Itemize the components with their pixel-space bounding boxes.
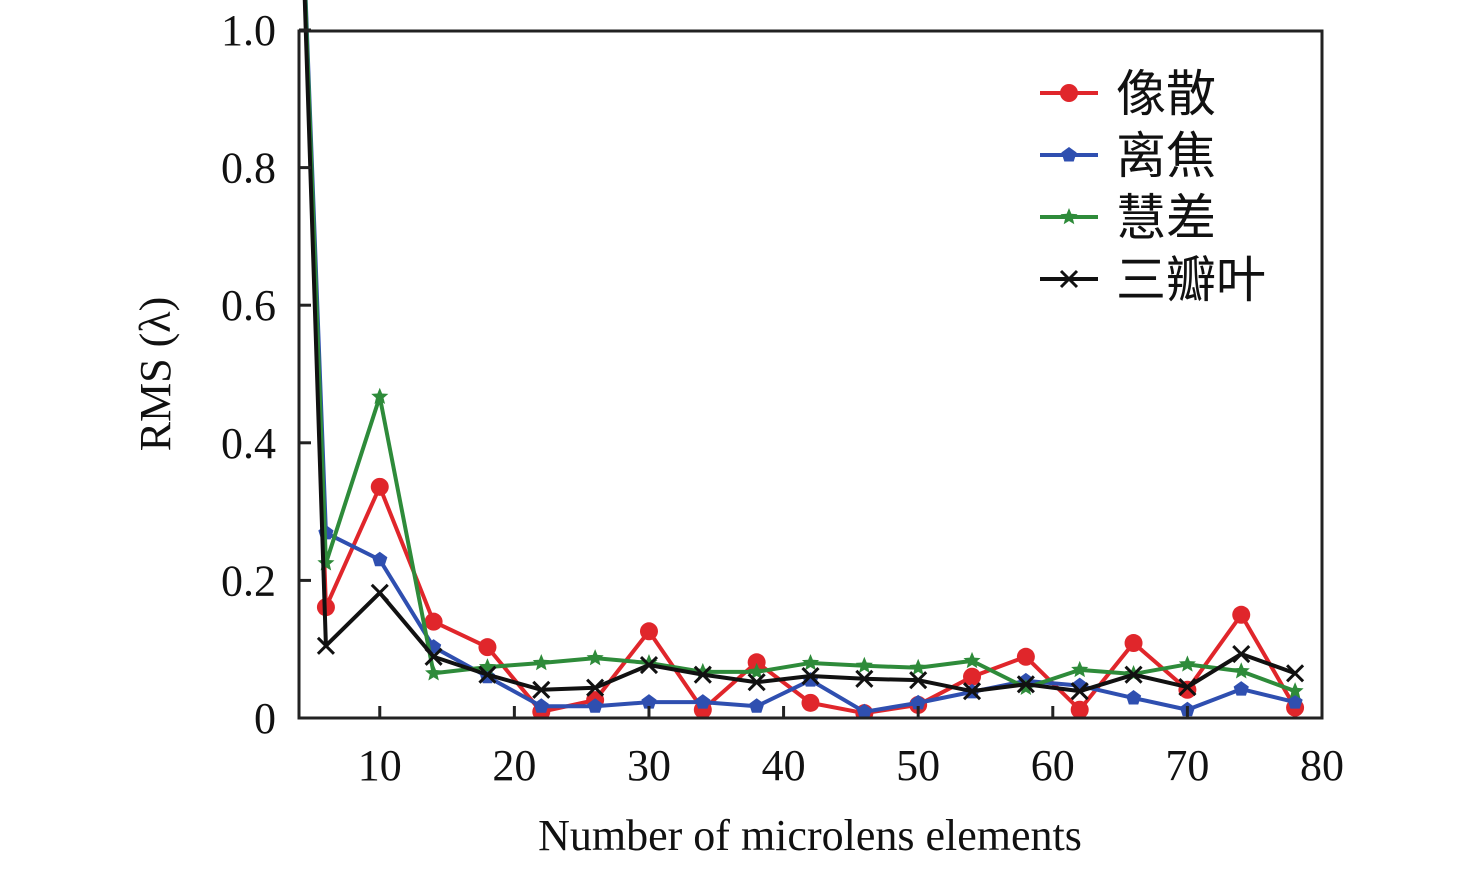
series-layer: [302, 0, 1305, 719]
data-point: [909, 671, 928, 690]
data-point: [801, 693, 820, 712]
data-point: [801, 653, 820, 671]
data-point: [1070, 682, 1089, 701]
legend-marker: [1059, 269, 1079, 289]
data-point: [1286, 664, 1305, 683]
data-point: [1178, 677, 1197, 697]
series-line: [303, 0, 1297, 716]
data-point: [695, 694, 711, 709]
x-tick-label: 40: [762, 741, 806, 790]
data-point: [587, 698, 603, 713]
data-point: [855, 656, 873, 673]
data-point: [370, 583, 389, 602]
data-point: [1286, 682, 1304, 699]
series-line: [303, 0, 1296, 714]
y-tick-label: 1.0: [221, 6, 276, 55]
data-point: [749, 698, 765, 713]
data-point: [639, 622, 658, 641]
x-tick-label: 30: [627, 741, 671, 790]
legend-item: 像散: [1040, 65, 1216, 123]
data-point: [478, 665, 497, 684]
x-tick-label: 50: [896, 741, 940, 790]
data-point: [1232, 662, 1250, 679]
data-point: [586, 649, 604, 666]
data-point: [855, 669, 874, 688]
data-point: [962, 682, 982, 701]
series-1: [303, 0, 1305, 719]
data-point: [963, 651, 981, 669]
legend-label: 像散: [1116, 65, 1216, 123]
data-point: [424, 647, 443, 666]
data-point: [1016, 647, 1035, 666]
x-tick-label: 10: [358, 741, 402, 790]
x-tick-label: 80: [1300, 741, 1344, 790]
y-tick-label: 0.6: [221, 281, 276, 330]
data-point: [371, 387, 389, 404]
series-line: [302, 0, 1296, 694]
data-point: [747, 673, 766, 692]
data-point: [1287, 694, 1303, 709]
legend-item: 离焦: [1040, 127, 1216, 185]
data-point: [909, 658, 927, 676]
legend-label: 慧差: [1116, 189, 1216, 247]
series-4: [302, 0, 1305, 701]
x-tick-label: 20: [492, 741, 536, 790]
data-point: [533, 698, 549, 713]
plot-frame: [297, 29, 1324, 720]
legend-label: 三瓣叶: [1116, 251, 1266, 309]
legend-item: 慧差: [1040, 189, 1216, 247]
data-point: [532, 653, 550, 671]
data-point: [693, 665, 712, 684]
data-point: [639, 655, 659, 675]
legend-marker: [1060, 208, 1078, 225]
data-point: [1125, 690, 1142, 705]
y-tick-label: 0.2: [221, 556, 276, 605]
y-tick-label: 0.4: [221, 419, 276, 468]
axes-layer: 10 20 30 40 50 60 70 80 0 0.2 0.4 0.6 0.8 1.0: [221, 6, 1344, 790]
data-point: [1016, 675, 1035, 694]
data-point: [1232, 644, 1251, 664]
data-point: [586, 678, 605, 697]
data-point: [1233, 681, 1249, 696]
data-point: [316, 636, 335, 655]
data-point: [856, 703, 872, 719]
data-point: [372, 551, 388, 567]
x-tick-label: 60: [1031, 741, 1075, 790]
data-point: [532, 680, 551, 699]
data-point: [1070, 700, 1089, 719]
data-point: [478, 638, 497, 657]
data-point: [748, 662, 766, 680]
y-tick-label: 0.8: [221, 144, 276, 193]
data-point: [747, 653, 766, 672]
series-line: [303, 0, 1296, 694]
data-point: [910, 694, 926, 710]
data-point: [1124, 634, 1143, 653]
legend-marker: [1061, 147, 1077, 162]
legend-marker: [1060, 84, 1078, 102]
data-point: [963, 667, 982, 686]
x-axis-label: Number of microlens elements: [538, 811, 1082, 860]
y-axis-label: RMS (λ): [131, 297, 180, 452]
data-point: [425, 664, 443, 681]
data-point: [1071, 660, 1089, 678]
data-point: [1232, 605, 1251, 624]
data-point: [1124, 665, 1143, 684]
data-point: [1017, 678, 1035, 696]
data-point: [801, 666, 820, 686]
data-point: [641, 694, 657, 709]
x-tick-label: 70: [1165, 741, 1209, 790]
data-point: [1178, 655, 1196, 672]
data-point: [370, 477, 389, 496]
y-tick-label: 0: [254, 694, 276, 743]
legend-label: 离焦: [1116, 127, 1216, 185]
legend-item: 三瓣叶: [1040, 251, 1266, 309]
data-point: [424, 612, 443, 631]
